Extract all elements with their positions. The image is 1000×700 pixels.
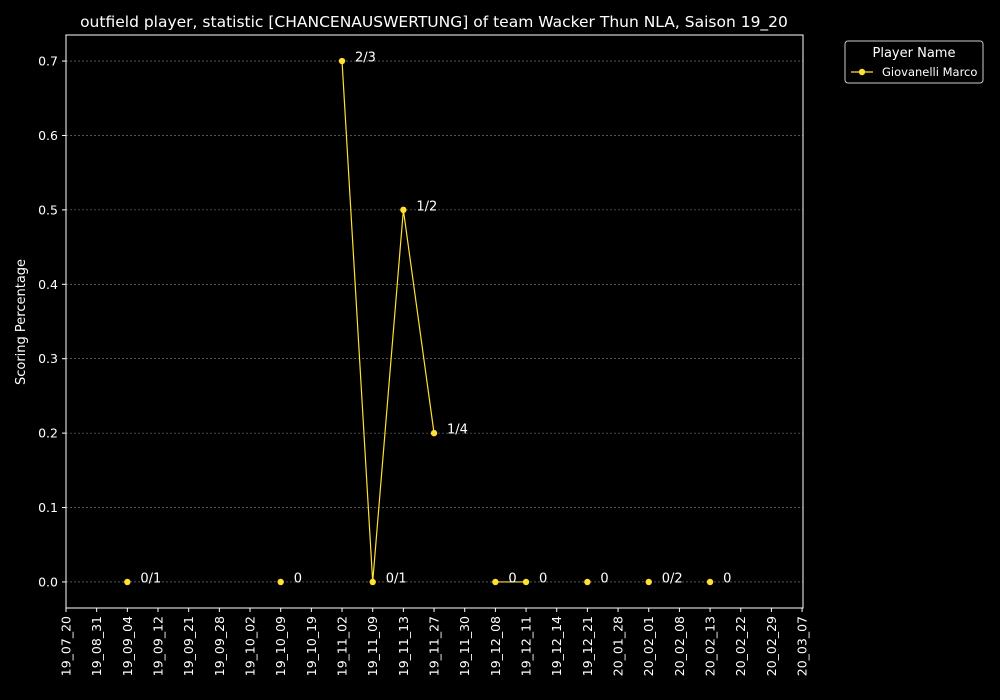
x-axis: 19_07_20 19_08_31 19_09_04 19_09_12 19_09_21… bbox=[59, 608, 810, 676]
x-tick-label: 19_10_19 bbox=[304, 616, 319, 676]
x-tick-label: 19_12_08 bbox=[488, 616, 503, 676]
data-label: 0 bbox=[294, 571, 302, 586]
legend: Player Name Giovanelli Marco bbox=[844, 40, 984, 84]
data-point bbox=[492, 578, 499, 586]
x-tick-label: 20_01_28 bbox=[611, 616, 626, 676]
y-tick-label: 0.4 bbox=[38, 277, 58, 292]
y-tick-label: 0.6 bbox=[38, 128, 58, 143]
x-tick-label: 20_03_07 bbox=[795, 616, 810, 676]
x-tick-label: 19_12_11 bbox=[519, 616, 534, 676]
data-label: 0 bbox=[723, 571, 731, 586]
chart-title: outfield player, statistic [CHANCENAUSWE… bbox=[80, 13, 788, 32]
legend-entry-label: Giovanelli Marco bbox=[882, 65, 977, 79]
grid-lines bbox=[66, 60, 803, 583]
x-tick-label: 19_12_21 bbox=[580, 616, 595, 676]
x-tick-label: 19_09_21 bbox=[181, 616, 196, 676]
x-tick-label: 19_09_28 bbox=[212, 616, 227, 676]
x-tick-label: 19_09_12 bbox=[151, 616, 166, 676]
x-tick-label: 19_11_30 bbox=[457, 616, 472, 676]
data-label: 2/3 bbox=[355, 51, 376, 66]
x-tick-label: 19_10_09 bbox=[273, 616, 288, 676]
data-point bbox=[124, 578, 131, 586]
data-point bbox=[584, 578, 591, 586]
legend-box bbox=[844, 40, 984, 84]
data-point bbox=[400, 206, 407, 214]
y-tick-label: 0.7 bbox=[38, 54, 58, 69]
y-tick-label: 0.1 bbox=[38, 500, 58, 515]
x-tick-label: 20_02_13 bbox=[703, 616, 718, 676]
data-point bbox=[430, 429, 438, 437]
y-axis-label: Scoring Percentage bbox=[14, 259, 29, 385]
x-tick-label: 20_02_01 bbox=[641, 616, 656, 676]
data-label: 0 bbox=[539, 571, 547, 586]
x-tick-label: 19_11_09 bbox=[365, 616, 380, 676]
x-tick-label: 20_02_29 bbox=[764, 616, 779, 676]
plot-area-frame bbox=[65, 34, 804, 609]
data-label: 0 bbox=[508, 571, 516, 586]
data-point bbox=[522, 578, 530, 586]
data-point bbox=[369, 578, 376, 586]
y-tick-label: 0.3 bbox=[38, 351, 58, 366]
data-point bbox=[338, 57, 346, 65]
x-tick-label: 19_10_02 bbox=[243, 616, 258, 676]
data-point bbox=[277, 578, 284, 586]
data-label: 0/2 bbox=[662, 571, 683, 586]
x-tick-label: 19_11_27 bbox=[427, 616, 442, 676]
series-layer: 0/1 0 2/3 0/1 1/2 1/4 0 0 0 0/2 0 bbox=[124, 51, 731, 586]
y-tick-label: 0.2 bbox=[38, 426, 58, 441]
x-tick-label: 20_02_22 bbox=[733, 616, 748, 676]
x-tick-label: 20_02_08 bbox=[672, 616, 687, 676]
data-label: 1/2 bbox=[416, 199, 437, 214]
y-axis: 0.0 0.1 0.2 0.3 0.4 0.5 0.6 0.7 bbox=[38, 54, 66, 589]
data-point bbox=[645, 578, 652, 586]
data-label: 0 bbox=[600, 571, 608, 586]
x-tick-label: 19_09_04 bbox=[120, 616, 135, 676]
data-label: 0/1 bbox=[140, 571, 161, 586]
x-tick-label: 19_11_02 bbox=[335, 616, 350, 676]
legend-swatch-marker bbox=[858, 68, 866, 76]
y-tick-label: 0.0 bbox=[38, 574, 58, 589]
y-tick-label: 0.5 bbox=[38, 202, 58, 217]
data-point bbox=[706, 578, 714, 586]
legend-title: Player Name bbox=[873, 46, 956, 61]
x-tick-label: 19_07_20 bbox=[59, 616, 74, 676]
data-label: 0/1 bbox=[386, 571, 407, 586]
x-tick-label: 19_11_13 bbox=[396, 616, 411, 676]
data-label: 1/4 bbox=[447, 423, 468, 438]
x-tick-label: 19_08_31 bbox=[89, 616, 104, 676]
series-line bbox=[341, 61, 435, 583]
x-tick-label: 19_12_14 bbox=[549, 616, 564, 676]
